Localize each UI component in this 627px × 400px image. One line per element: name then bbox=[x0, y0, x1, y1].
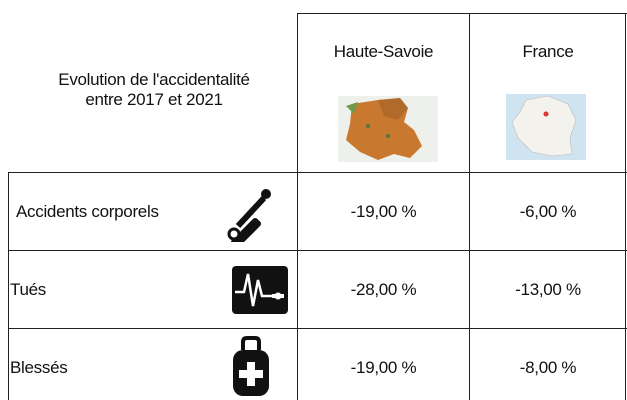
map-france bbox=[506, 94, 586, 160]
border bbox=[297, 13, 627, 14]
map-haute-savoie bbox=[338, 96, 438, 162]
crash-icon bbox=[224, 186, 274, 242]
border bbox=[8, 328, 627, 329]
cell-value: -13,00 % bbox=[470, 280, 626, 300]
cell-value: -19,00 % bbox=[298, 202, 469, 222]
border bbox=[8, 172, 9, 400]
caption: Evolution de l'accidentalité entre 2017 … bbox=[20, 70, 288, 110]
row-label: Accidents corporels bbox=[16, 202, 159, 222]
border bbox=[8, 250, 627, 251]
cell-value: -8,00 % bbox=[470, 358, 626, 378]
row-label: Tués bbox=[10, 280, 46, 300]
cell-value: -28,00 % bbox=[298, 280, 469, 300]
border bbox=[8, 172, 627, 173]
page: Evolution de l'accidentalité entre 2017 … bbox=[0, 0, 627, 400]
column-header: France bbox=[470, 42, 626, 62]
cell-value: -19,00 % bbox=[298, 358, 469, 378]
heartbeat-icon bbox=[232, 266, 288, 314]
cell-value: -6,00 % bbox=[470, 202, 626, 222]
medical-bag-icon bbox=[232, 336, 270, 398]
row-label: Blessés bbox=[10, 358, 67, 378]
column-header: Haute-Savoie bbox=[298, 42, 469, 62]
